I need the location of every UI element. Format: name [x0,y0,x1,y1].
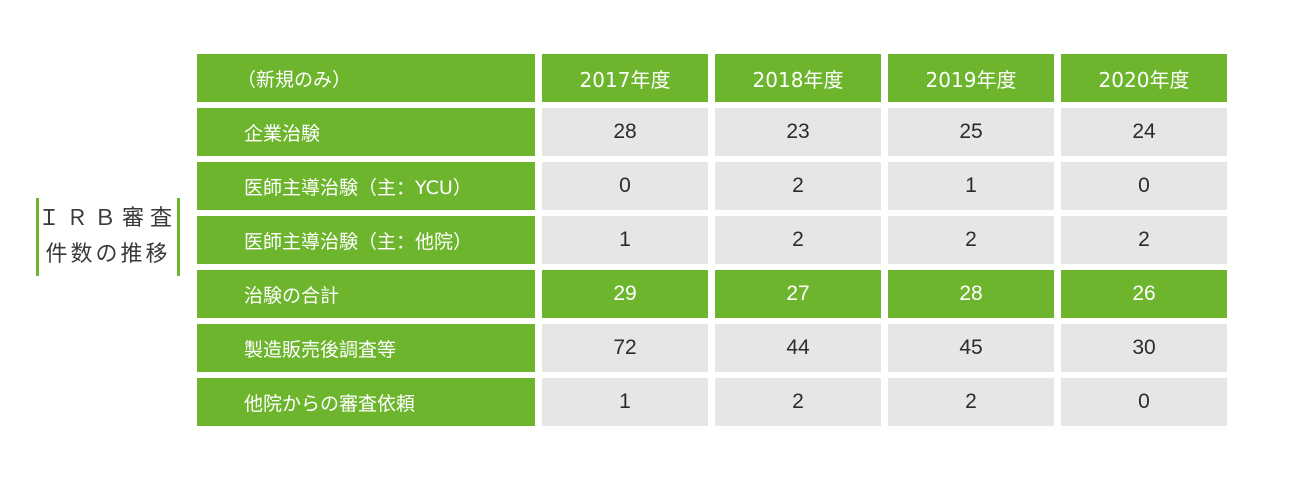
table-cell: 44 [715,324,881,372]
column-header-2017: 2017年度 [542,54,708,102]
total-cell: 29 [542,270,708,318]
table-cell: 25 [888,108,1054,156]
row-header-corporate-trials: 企業治験 [197,108,535,156]
side-title: ＩＲＢ審査 件数の推移 [36,196,180,278]
total-cell: 26 [1061,270,1227,318]
table-cell: 24 [1061,108,1227,156]
table-cell: 23 [715,108,881,156]
table-cell: 2 [888,216,1054,264]
column-header-2019: 2019年度 [888,54,1054,102]
table-cell: 72 [542,324,708,372]
table-cell: 30 [1061,324,1227,372]
left-bracket-bar [36,198,39,276]
row-header-post-marketing: 製造販売後調査等 [197,324,535,372]
table-cell: 2 [715,162,881,210]
table-cell: 2 [1061,216,1227,264]
side-title-line2: 件数の推移 [45,242,171,267]
table-cell: 1 [542,378,708,426]
column-header-2018: 2018年度 [715,54,881,102]
table-cell: 45 [888,324,1054,372]
column-header-2020: 2020年度 [1061,54,1227,102]
row-header-trial-total: 治験の合計 [197,270,535,318]
table-corner-header: （新規のみ） [197,54,535,102]
table-cell: 2 [715,216,881,264]
table-cell: 0 [1061,378,1227,426]
right-bracket-bar [177,198,180,276]
table-cell: 1 [888,162,1054,210]
row-header-investigator-ycu: 医師主導治験（主：YCU） [197,162,535,210]
irb-review-table: （新規のみ） 2017年度 2018年度 2019年度 2020年度 企業治験 … [197,54,1227,426]
row-header-external-review: 他院からの審査依頼 [197,378,535,426]
table-cell: 28 [542,108,708,156]
table-cell: 1 [542,216,708,264]
table-cell: 2 [715,378,881,426]
row-header-investigator-other: 医師主導治験（主：他院） [197,216,535,264]
total-cell: 27 [715,270,881,318]
table-cell: 0 [542,162,708,210]
total-cell: 28 [888,270,1054,318]
side-title-line1: ＩＲＢ審査 [37,206,178,231]
table-cell: 2 [888,378,1054,426]
table-cell: 0 [1061,162,1227,210]
